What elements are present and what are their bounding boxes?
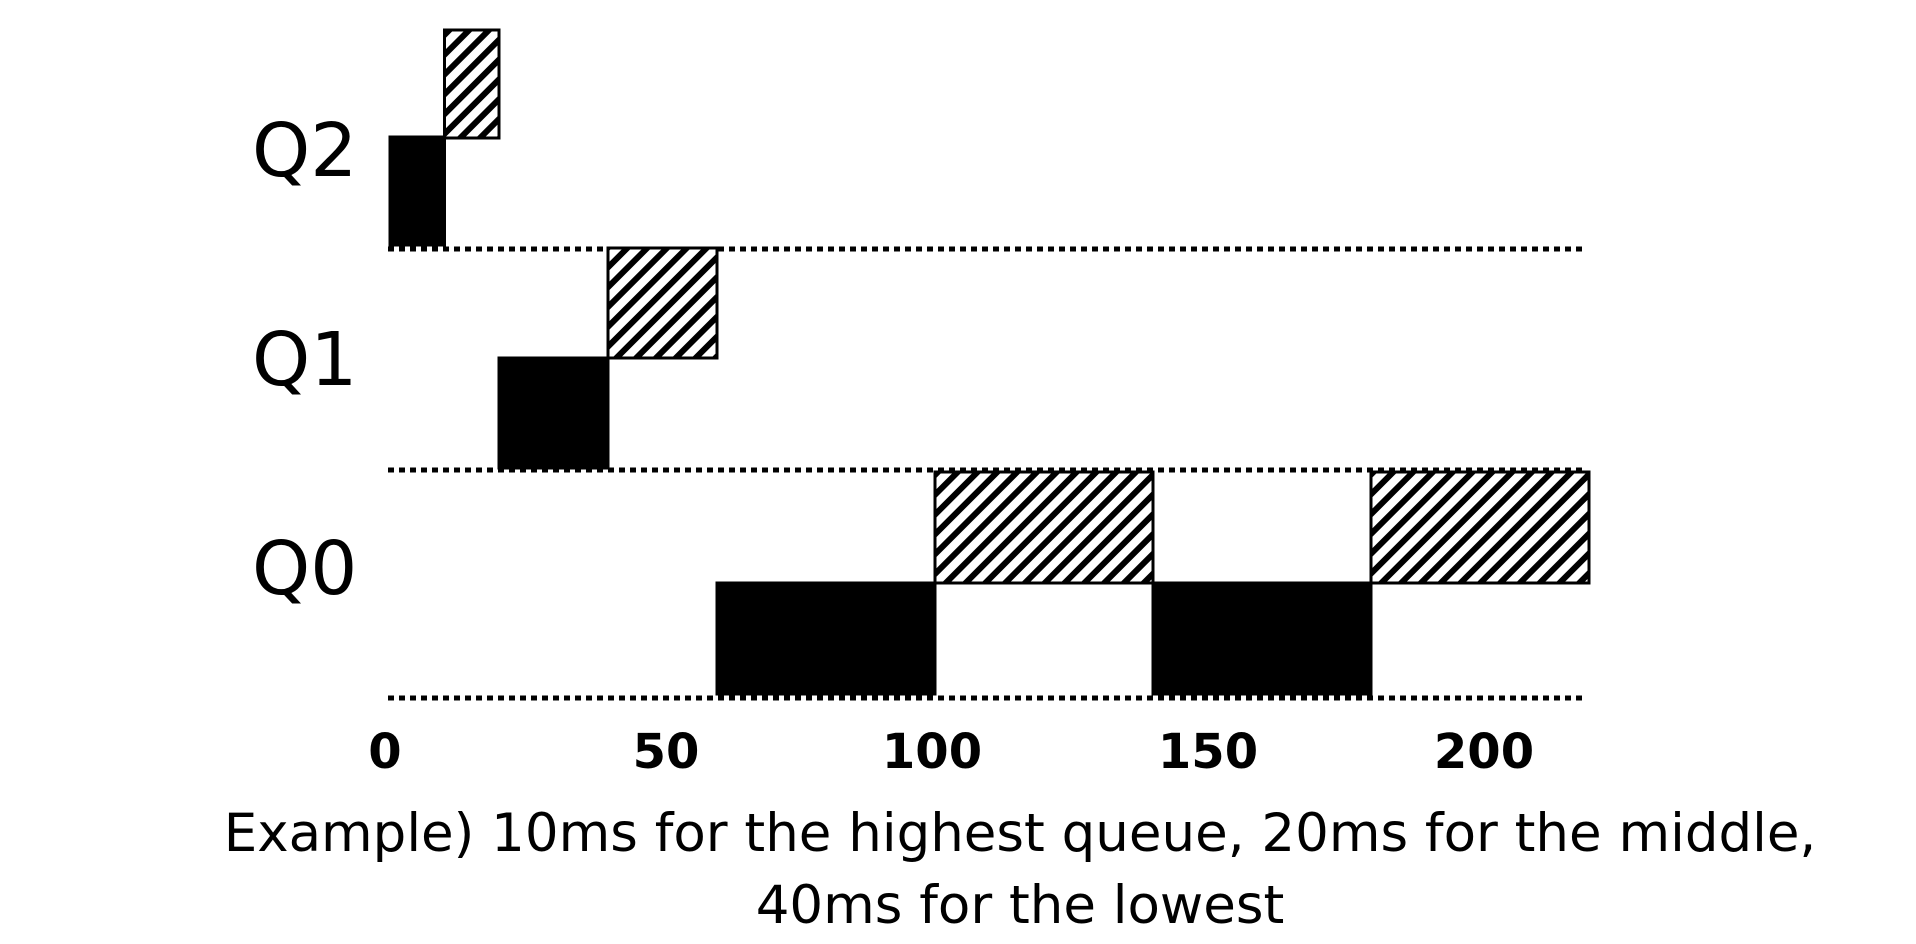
queue-label-q1: Q1 (252, 317, 357, 403)
queue-label-q0: Q0 (252, 526, 357, 612)
tick-label-150: 150 (1158, 724, 1258, 780)
time-slices (388, 28, 1591, 696)
tick-label-100: 100 (882, 724, 982, 780)
slice-q1-job-b-3 (606, 246, 719, 360)
slice-q0-job-b-5 (933, 470, 1155, 585)
tick-label-0: 0 (368, 724, 401, 780)
caption-line-2: 40ms for the lowest (755, 875, 1285, 936)
slice-q1-job-a-2 (497, 356, 610, 470)
queue-label-q2: Q2 (252, 108, 357, 194)
slice-q2-job-a-0 (388, 135, 446, 247)
slice-q0-job-b-7 (1369, 470, 1591, 585)
slice-q0-job-a-6 (1151, 581, 1373, 696)
tick-label-50: 50 (633, 724, 700, 780)
caption-line-1: Example) 10ms for the highest queue, 20m… (223, 803, 1817, 864)
slice-q2-job-b-1 (443, 28, 501, 140)
slice-q0-job-a-4 (715, 581, 937, 696)
tick-label-200: 200 (1434, 724, 1534, 780)
